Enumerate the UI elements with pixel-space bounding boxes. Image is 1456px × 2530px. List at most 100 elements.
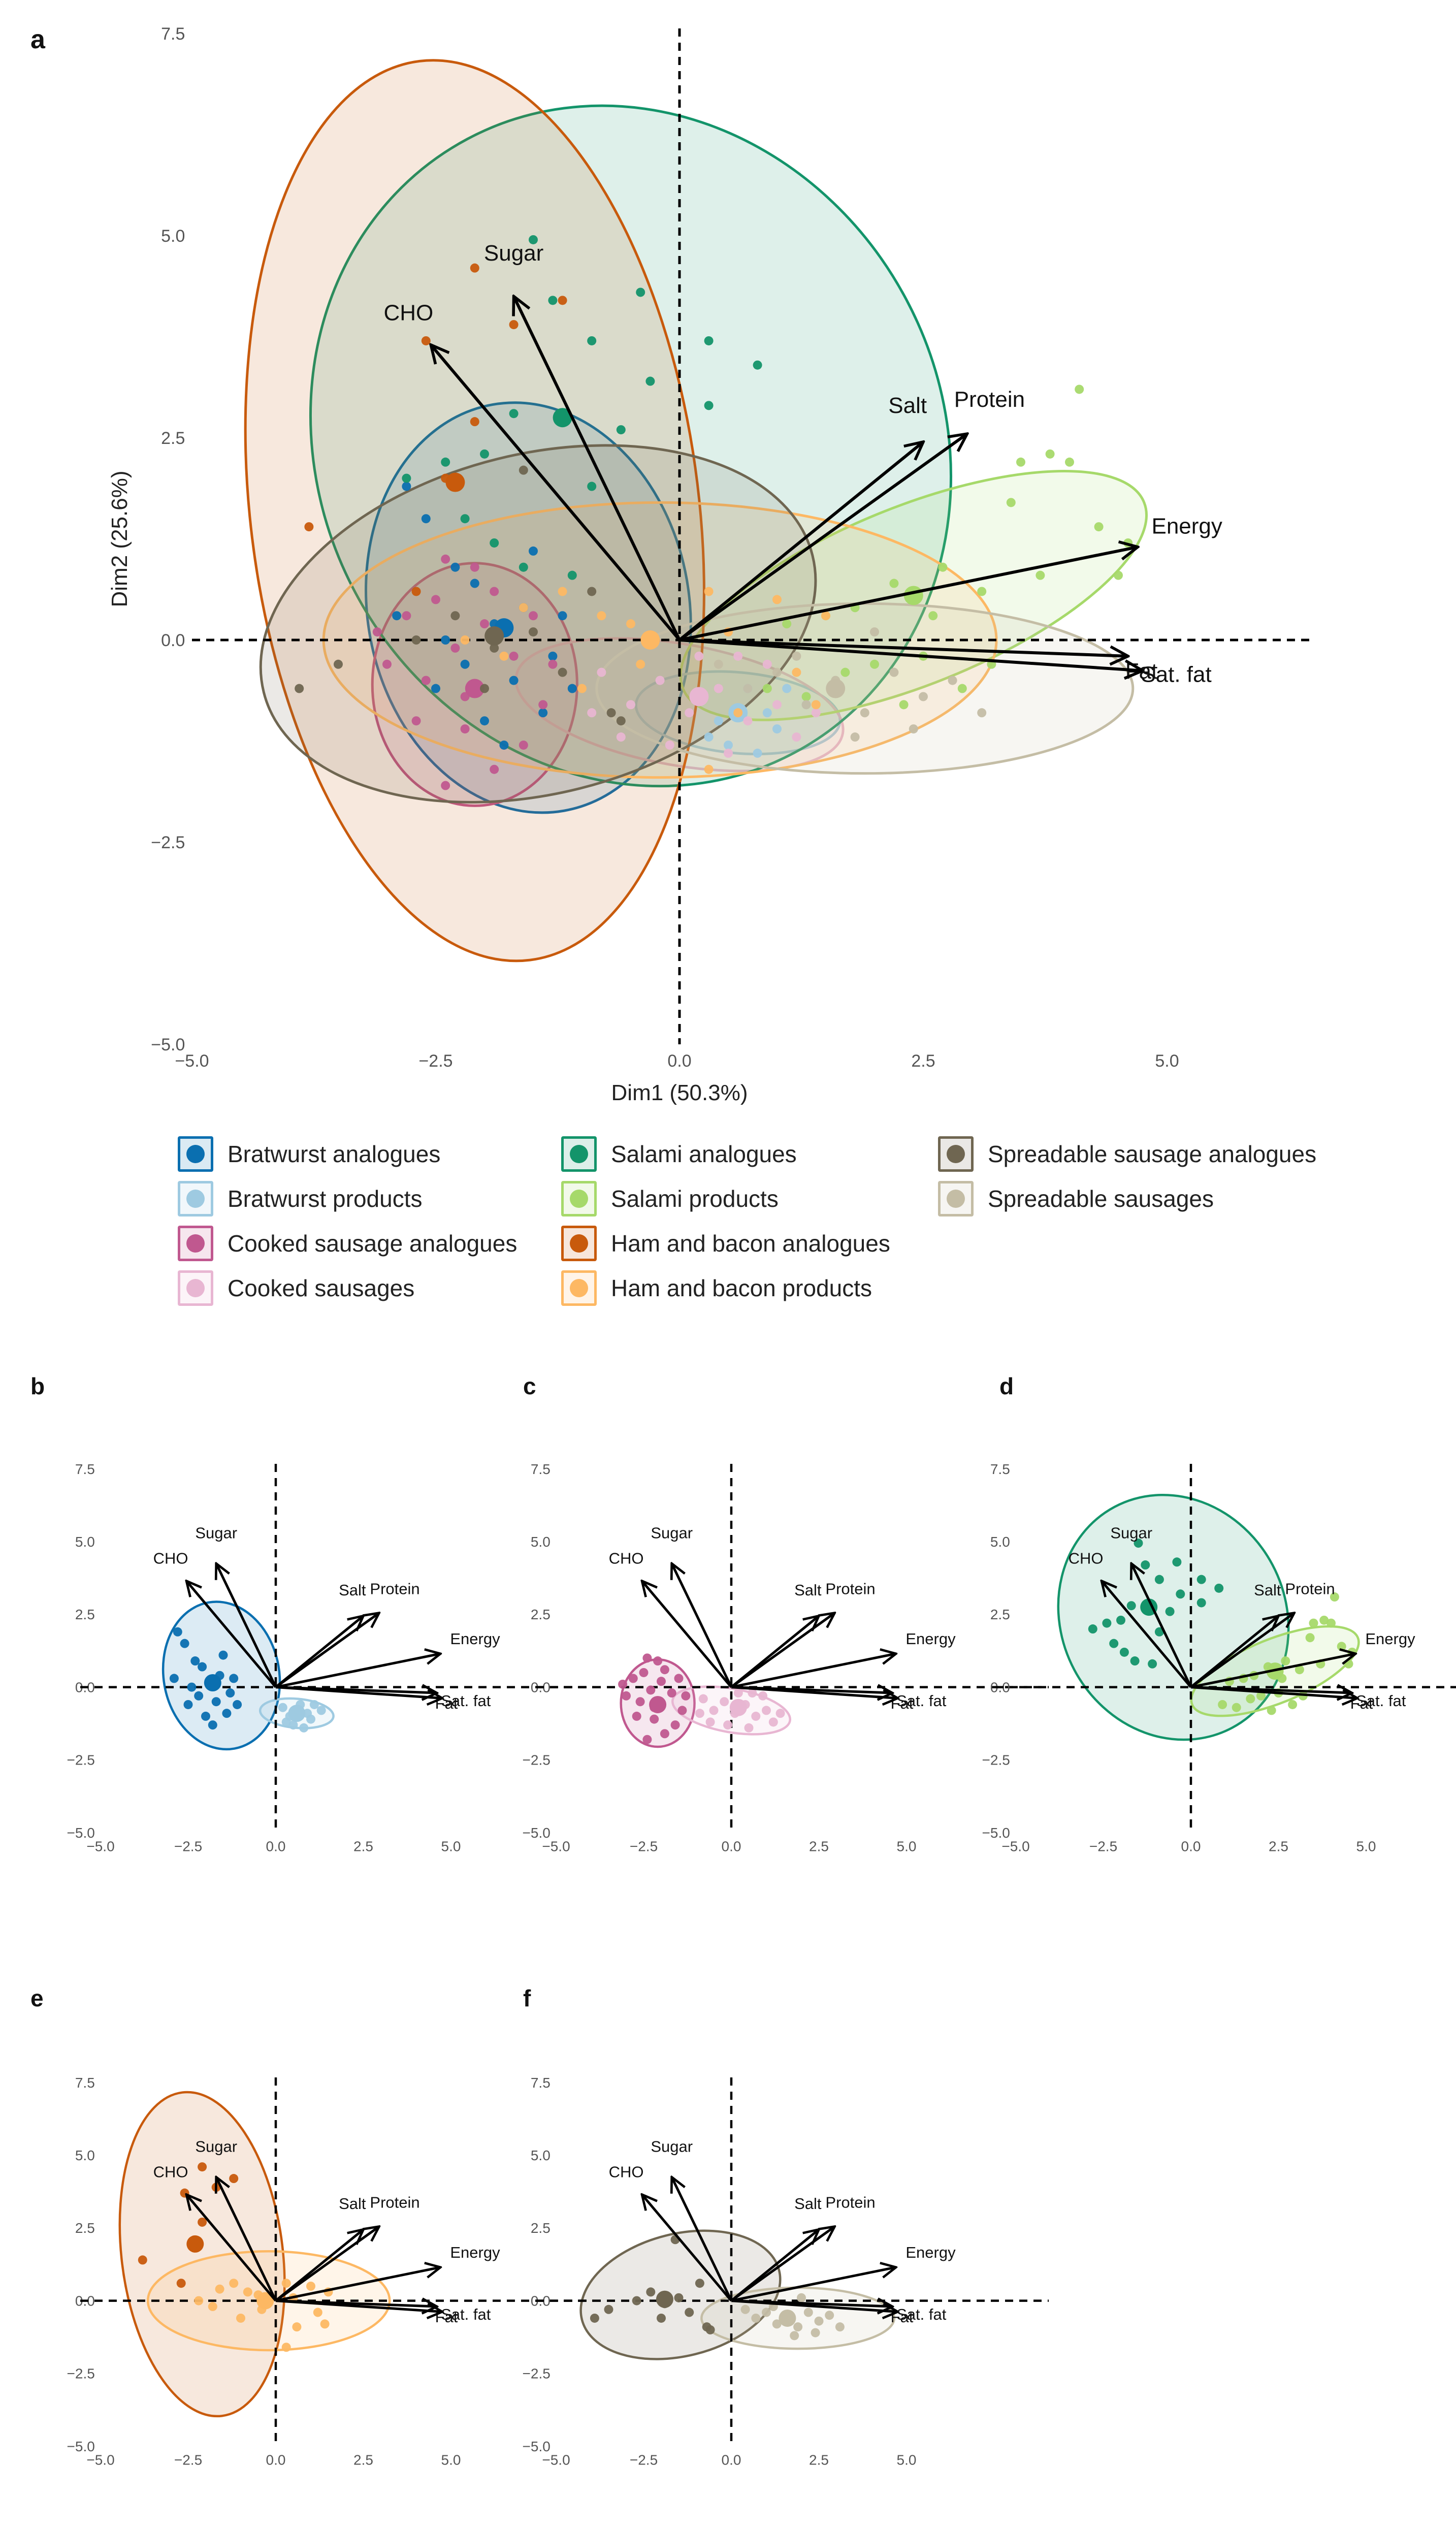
point-spreadable-sausages xyxy=(803,2308,813,2317)
point-cooked-sausage-analogues xyxy=(677,1706,687,1715)
point-cooked-sausage-analogues xyxy=(660,1729,669,1739)
point-salami-products xyxy=(1326,1618,1336,1628)
legend-key xyxy=(561,1226,597,1261)
loading-label-sat-fat: Sat. fat xyxy=(896,2305,947,2323)
loading-arrow-sugar xyxy=(672,1563,733,1688)
legend-swatch xyxy=(947,1190,965,1208)
legend-item-cooked-sausage-analogues: Cooked sausage analogues xyxy=(178,1223,517,1264)
x-tick-label: 0.0 xyxy=(722,2452,741,2468)
point-cooked-sausage-analogues xyxy=(642,1653,652,1663)
point-ham-and-bacon-analogues xyxy=(304,522,314,532)
point-spreadable-sausage-analogues xyxy=(480,684,489,693)
loading-arrow-sugar xyxy=(216,1563,277,1688)
legend-swatch xyxy=(570,1279,588,1297)
legend-label: Cooked sausage analogues xyxy=(228,1230,517,1257)
legend-item-salami-products: Salami products xyxy=(561,1178,779,1219)
point-spreadable-sausages xyxy=(850,732,860,742)
point-ham-and-bacon-products xyxy=(194,2296,204,2305)
centroid-spreadable-sausages xyxy=(826,679,846,698)
centroid-cooked-sausage-analogues xyxy=(465,679,484,698)
loading-label-sugar: Sugar xyxy=(484,241,543,266)
point-cooked-sausages xyxy=(655,676,665,685)
ellipse-ham-and-bacon-analogues xyxy=(244,59,705,963)
point-ham-and-bacon-analogues xyxy=(470,417,479,427)
point-ham-and-bacon-analogues xyxy=(198,2217,207,2227)
point-bratwurst-products xyxy=(714,716,723,726)
centroid-ham-and-bacon-products xyxy=(256,2292,274,2310)
point-bratwurst-products xyxy=(782,684,792,693)
point-salami-analogues xyxy=(1088,1624,1097,1634)
point-cooked-sausage-analogues xyxy=(642,1735,652,1744)
point-salami-products xyxy=(840,667,850,677)
legend-swatch xyxy=(947,1145,965,1163)
legend-item-salami-analogues: Salami analogues xyxy=(561,1134,797,1174)
point-bratwurst-analogues xyxy=(173,1627,182,1637)
loading-label-sugar: Sugar xyxy=(651,1524,693,1542)
loading-label-energy: Energy xyxy=(905,1630,956,1648)
loading-arrow-salt xyxy=(678,442,923,642)
point-cooked-sausages xyxy=(772,700,782,710)
point-spreadable-sausages xyxy=(814,2316,824,2326)
legend-swatch xyxy=(186,1234,205,1253)
point-spreadable-sausages xyxy=(792,651,801,661)
centroid-spreadable-sausage-analogues xyxy=(484,626,504,646)
loading-arrow-sat-fat xyxy=(275,1686,442,1699)
panel-e: e−5.0 −2.5 0.0 2.5 5.0−5.0−2.50.02.55.07.5Su… xyxy=(30,1985,593,2468)
loading-arrow-energy xyxy=(731,1654,896,1689)
point-spreadable-sausage-analogues xyxy=(587,587,597,596)
y-tick-label: 2.5 xyxy=(990,1607,1010,1622)
loading-arrow-protein xyxy=(730,1613,835,1688)
point-salami-analogues xyxy=(1214,1583,1224,1593)
y-tick-label: 2.5 xyxy=(75,2220,95,2236)
point-salami-analogues xyxy=(587,482,597,491)
point-salami-products xyxy=(782,619,792,629)
loading-arrow-sugar xyxy=(514,296,681,641)
point-salami-analogues xyxy=(1116,1615,1125,1625)
point-salami-products xyxy=(1065,457,1074,467)
point-cooked-sausages xyxy=(792,732,801,742)
legend-label: Bratwurst analogues xyxy=(228,1141,441,1167)
point-bratwurst-analogues xyxy=(169,1674,179,1683)
point-salami-products xyxy=(1232,1703,1241,1712)
point-cooked-sausage-analogues xyxy=(450,643,460,653)
ellipse-salami-analogues xyxy=(1057,1493,1290,1741)
point-cooked-sausages xyxy=(720,1697,729,1707)
point-ham-and-bacon-analogues xyxy=(229,2174,239,2184)
loading-label-protein: Protein xyxy=(1285,1580,1335,1597)
point-salami-analogues xyxy=(441,457,450,467)
point-bratwurst-analogues xyxy=(201,1711,210,1721)
ellipse-ham-and-bacon-analogues xyxy=(118,2091,286,2418)
point-salami-analogues xyxy=(1154,1627,1164,1637)
legend-swatch xyxy=(570,1234,588,1253)
x-tick-label: 0.0 xyxy=(266,2452,286,2468)
y-tick-label: −2.5 xyxy=(523,2366,551,2382)
point-cooked-sausage-analogues xyxy=(618,1679,628,1689)
point-cooked-sausage-analogues xyxy=(646,1685,656,1695)
point-ham-and-bacon-products xyxy=(704,587,714,596)
point-spreadable-sausage-analogues xyxy=(411,635,421,645)
point-salami-products xyxy=(1006,498,1016,507)
point-salami-analogues xyxy=(704,336,714,345)
point-bratwurst-analogues xyxy=(402,482,411,491)
y-tick-label: 5.0 xyxy=(531,1534,551,1550)
loading-label-protein: Protein xyxy=(370,1580,419,1597)
point-ham-and-bacon-products xyxy=(229,2279,239,2288)
point-cooked-sausage-analogues xyxy=(653,1656,663,1666)
x-tick-label: −5.0 xyxy=(175,1051,209,1071)
loading-label-salt: Salt xyxy=(1254,1581,1281,1599)
x-tick-label: 2.5 xyxy=(911,1051,935,1071)
loading-label-salt: Salt xyxy=(794,2195,822,2213)
loading-label-sugar: Sugar xyxy=(195,2138,237,2156)
point-spreadable-sausage-analogues xyxy=(674,2293,684,2302)
loading-arrow-cho xyxy=(642,2195,732,2302)
point-salami-products xyxy=(1256,1691,1266,1701)
loading-arrow-sugar xyxy=(672,2177,733,2301)
point-ham-and-bacon-products xyxy=(215,2284,224,2294)
loading-label-salt: Salt xyxy=(888,393,927,418)
legend-key xyxy=(561,1181,597,1216)
loading-arrow-cho xyxy=(1102,1581,1192,1688)
loading-arrow-sat-fat xyxy=(731,1686,898,1699)
x-tick-label: −2.5 xyxy=(418,1051,452,1071)
point-cooked-sausage-analogues xyxy=(480,619,489,629)
y-tick-label: 7.5 xyxy=(75,1461,95,1477)
